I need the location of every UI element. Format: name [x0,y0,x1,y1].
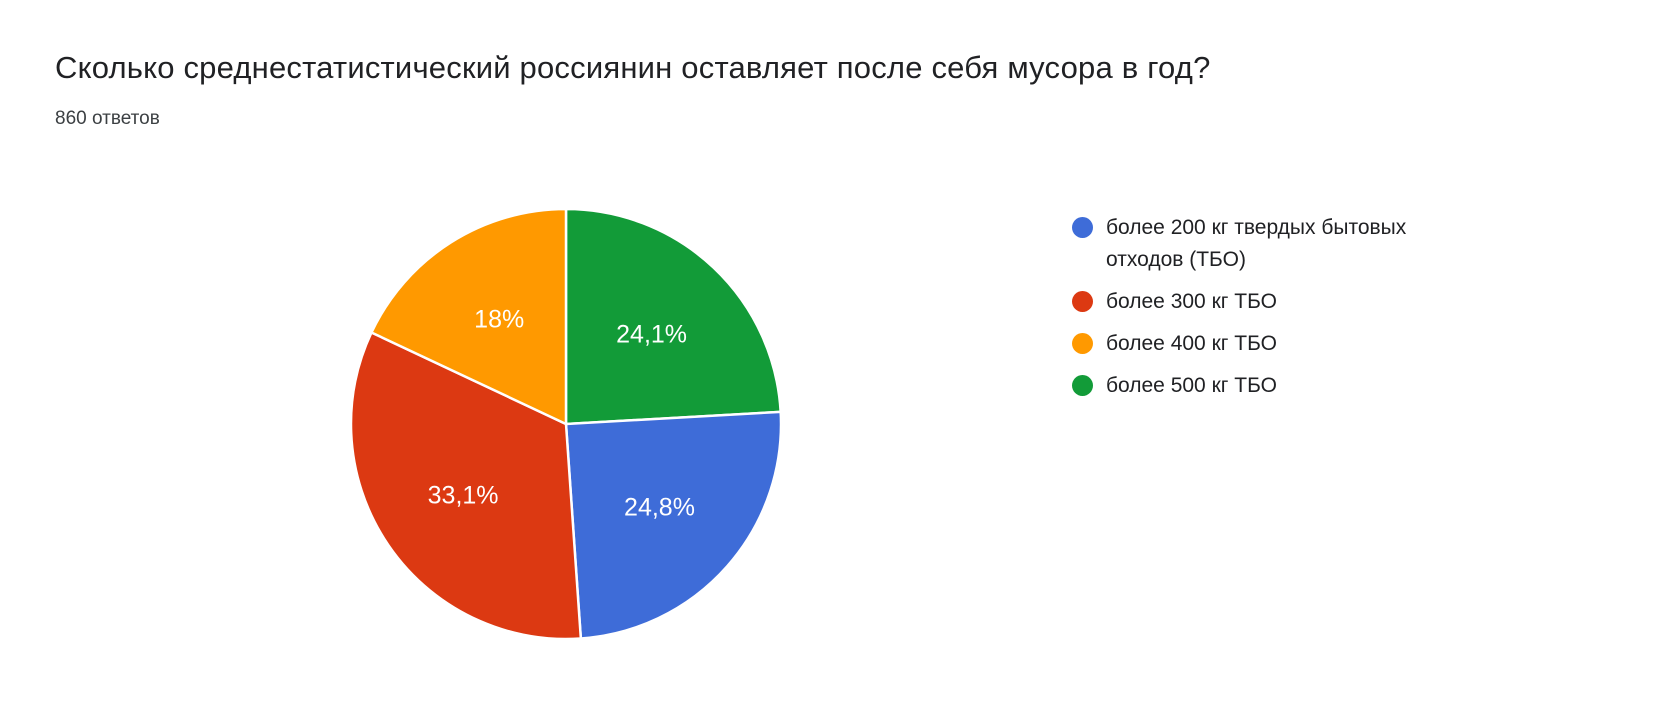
legend-label: более 200 кг твердых бытовых отходов (ТБ… [1106,216,1407,271]
legend-label: более 500 кг ТБО [1106,374,1277,397]
pie-chart: 24,1% 24,8% 33,1% 18% [349,207,783,641]
legend-swatch-icon [1072,291,1093,312]
legend-label: более 400 кг ТБО [1106,332,1277,355]
pie-slice-1[interactable] [349,331,583,641]
legend-label: более 300 кг ТБО [1106,290,1277,313]
pie-slice-3[interactable] [564,207,782,426]
chart-legend: более 200 кг твердых бытовых отходов (ТБ… [1072,212,1441,412]
pie-slice-2[interactable] [370,207,568,426]
response-count: 860 ответов [55,108,160,129]
legend-item: более 200 кг твердых бытовых отходов (ТБ… [1072,212,1441,276]
question-title: Сколько среднестатистический россиянин о… [55,50,1211,85]
pie-slice-label: 33,1% [428,481,499,509]
pie-slice-label: 18% [474,306,524,334]
legend-swatch-icon [1072,217,1093,238]
pie-slice-0[interactable] [564,410,783,640]
legend-item: более 500 кг ТБО [1072,370,1441,402]
pie-slice-label: 24,8% [624,494,695,522]
legend-swatch-icon [1072,333,1093,354]
pie-slice-label: 24,1% [616,320,687,348]
legend-item: более 300 кг ТБО [1072,286,1441,318]
legend-swatch-icon [1072,375,1093,396]
legend-item: более 400 кг ТБО [1072,328,1441,360]
